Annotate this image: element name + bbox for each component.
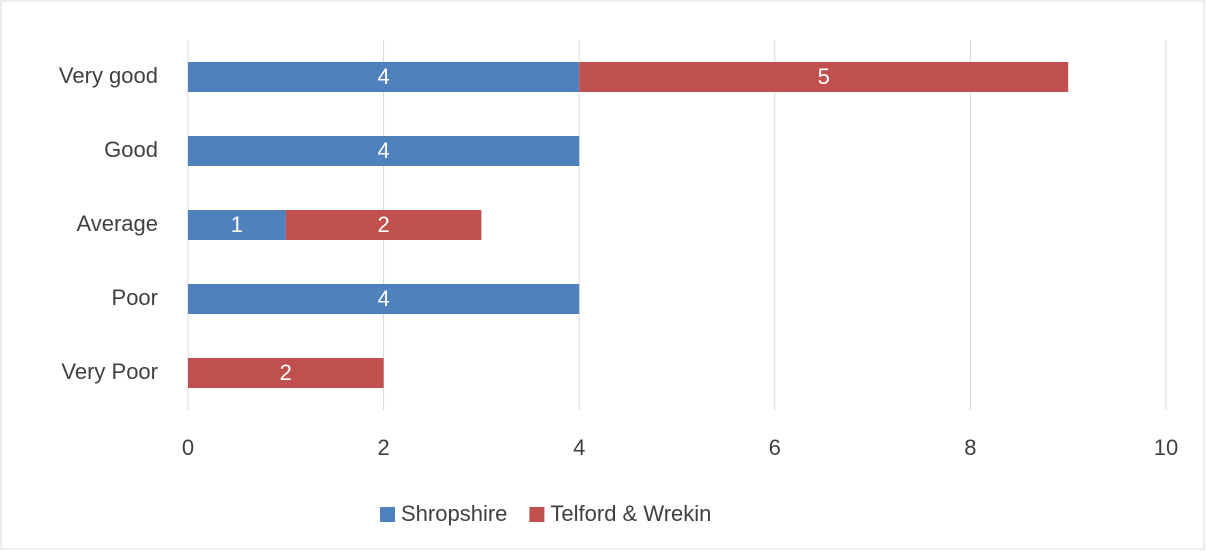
data-label: 4 [377, 64, 389, 89]
bar [579, 62, 1069, 92]
x-tick-label: 0 [182, 435, 194, 460]
y-tick-label: Very Poor [61, 359, 158, 384]
data-label: 4 [377, 138, 389, 163]
data-label: 1 [231, 212, 243, 237]
bar [285, 210, 482, 240]
legend-label: Telford & Wrekin [550, 501, 711, 526]
y-tick-label: Poor [112, 285, 158, 310]
x-tick-label: 6 [769, 435, 781, 460]
y-tick-label: Very good [59, 63, 158, 88]
legend-label: Shropshire [401, 501, 507, 526]
legend-swatch [529, 507, 545, 522]
bar [188, 358, 384, 388]
data-label: 2 [377, 212, 389, 237]
data-label: 5 [818, 64, 830, 89]
bar [188, 284, 580, 314]
legend-swatch [380, 507, 395, 522]
x-tick-label: 4 [573, 435, 585, 460]
data-label: 4 [377, 286, 389, 311]
bar [188, 136, 580, 166]
y-tick-label: Average [76, 211, 158, 236]
x-tick-label: 2 [377, 435, 389, 460]
x-tick-label: 8 [964, 435, 976, 460]
bar [188, 62, 580, 92]
data-label: 2 [280, 360, 292, 385]
x-tick-label: 10 [1154, 435, 1178, 460]
y-tick-label: Good [104, 137, 158, 162]
bar [188, 210, 286, 240]
